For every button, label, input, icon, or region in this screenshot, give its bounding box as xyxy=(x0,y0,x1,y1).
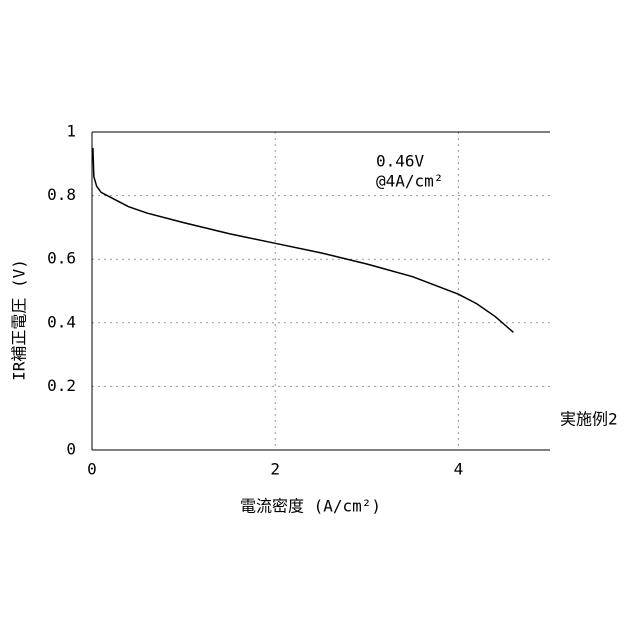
line xyxy=(93,148,513,332)
annotation: @4A/cm² xyxy=(376,172,443,191)
legend-label: 実施例2 xyxy=(560,410,618,429)
y-tick-label: 0 xyxy=(66,440,76,459)
y-tick-label: 0.2 xyxy=(47,376,76,395)
x-axis-label: 電流密度 (A/cm²) xyxy=(240,497,381,516)
y-tick-label: 0.6 xyxy=(47,249,76,268)
chart: 電流密度 (A/cm²) IR補正電圧 (V) 0.46V @4A/cm² 実施… xyxy=(0,0,640,640)
y-axis-label: IR補正電圧 (V) xyxy=(10,259,29,381)
x-tick-label: 2 xyxy=(270,460,280,479)
y-tick-label: 0.8 xyxy=(47,185,76,204)
x-tick-label: 4 xyxy=(454,460,464,479)
annotation: 0.46V xyxy=(376,152,425,171)
x-tick-label: 0 xyxy=(87,460,97,479)
y-tick-label: 1 xyxy=(66,122,76,141)
y-tick-label: 0.4 xyxy=(47,312,76,331)
